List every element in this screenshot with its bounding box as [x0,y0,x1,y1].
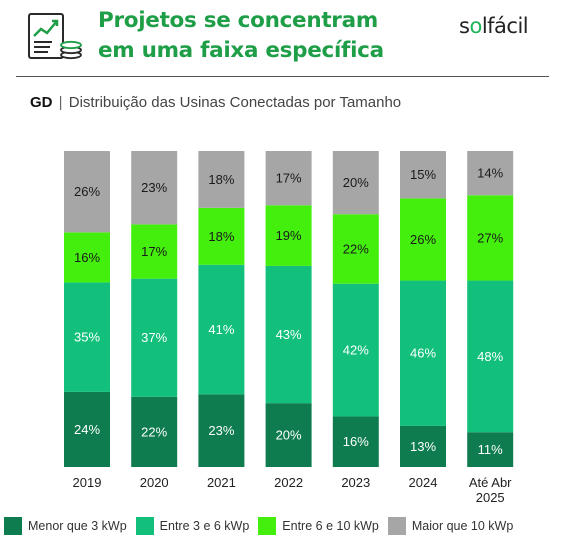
bar-segment [400,280,446,426]
bar-value-label: 26% [74,184,100,199]
bar-segment [467,432,514,467]
brand-logo-part-2: lfácil [481,14,529,38]
x-tick-label: 2022 [274,475,303,490]
bar-segment [131,278,178,397]
bar-value-label: 16% [343,434,369,449]
subtitle-separator: | [58,94,63,111]
legend-swatch [387,517,406,535]
bar-value-label: 22% [141,424,167,439]
bar-segment [265,403,312,467]
bar-segment [64,232,110,283]
bar-segment [265,265,312,404]
bar-segment [265,151,312,206]
subtitle-prefix: GD [30,94,53,111]
bar-value-label: 41% [208,322,234,337]
bar-value-label: 22% [343,241,369,256]
legend-item: Maior que 10 kWp [387,517,514,535]
chart-legend: Menor que 3 kWp Entre 3 e 6 kWp Entre 6 e … [4,517,522,535]
legend-swatch [258,517,277,535]
bar-value-label: 20% [276,428,302,443]
bar-value-label: 11% [478,442,503,457]
x-tick-label: 2024 [409,475,438,490]
bar-value-label: 17% [141,244,167,259]
bar-value-label: 15% [410,167,436,182]
bar-segment [400,151,446,199]
legend-label: Entre 3 e 6 kWp [159,519,250,533]
bar-value-label: 26% [410,232,436,247]
bar-value-label: 19% [276,228,302,243]
x-tick-label: 2020 [140,475,169,490]
bar-value-label: 37% [141,330,167,345]
title-line-1: Projetos se concentram [98,8,378,33]
legend-swatch [4,517,22,535]
bar-segment [64,151,110,233]
report-chart-coins-icon [28,13,82,60]
bar-segment [332,283,379,417]
bar-segment [467,195,514,281]
bar-value-label: 17% [276,171,302,186]
bar-segment [131,151,178,225]
bar-value-label: 20% [343,175,369,190]
legend-item: Entre 3 e 6 kWp [135,517,250,535]
bar-segment [131,396,178,467]
brand-logo-part-1: s [459,14,470,38]
legend-item: Menor que 3 kWp [4,517,127,535]
legend-swatch [135,517,154,535]
bar-segment [265,205,312,266]
bar-segment [64,282,110,392]
bar-value-label: 27% [477,230,503,245]
brand-logo: solfácil [459,14,529,38]
bar-segment [400,198,446,281]
bar-value-label: 42% [343,343,369,358]
bar-value-label: 24% [74,422,100,437]
bar-segment [400,425,446,467]
title-line-2: em uma faixa específica [98,38,384,63]
x-tick-label: Até Abr 2025 [469,475,512,505]
chart-subtitle: GD | Distribuição das Usinas Conectadas … [30,94,401,111]
legend-label: Maior que 10 kWp [411,519,514,533]
subtitle-text: Distribuição das Usinas Conectadas por T… [68,94,402,111]
bar-segment [131,224,178,279]
bar-segment [332,214,379,284]
x-tick-label: 2023 [341,475,370,490]
bar-segment [467,280,514,433]
bar-value-label: 48% [477,349,503,364]
bar-segment [198,264,245,395]
bar-value-label: 23% [208,423,234,438]
bar-segment [332,416,379,467]
page-title: Projetos se concentram em uma faixa espe… [98,6,384,66]
bar-value-label: 46% [410,346,436,361]
legend-label: Menor que 3 kWp [28,519,127,533]
bar-value-label: 13% [410,439,436,454]
bar-value-label: 16% [74,250,100,265]
bar-value-label: 14% [477,166,503,181]
x-tick-label: 2019 [73,475,102,490]
bar-segment [198,394,245,467]
bar-segment [198,207,245,265]
header-divider [16,76,549,77]
bar-value-label: 35% [74,330,100,345]
x-tick-label: 2021 [207,475,236,490]
bar-segment [332,151,379,215]
bar-segment [198,151,245,208]
bar-value-label: 23% [141,180,167,195]
bar-value-label: 18% [208,229,234,244]
bar-segment [467,151,514,196]
bar-value-label: 43% [276,327,302,342]
legend-label: Entre 6 e 10 kWp [282,519,379,533]
bar-segment [64,391,110,467]
brand-logo-highlight: o [469,14,482,38]
legend-item: Entre 6 e 10 kWp [258,517,379,535]
bar-value-label: 18% [208,172,234,187]
